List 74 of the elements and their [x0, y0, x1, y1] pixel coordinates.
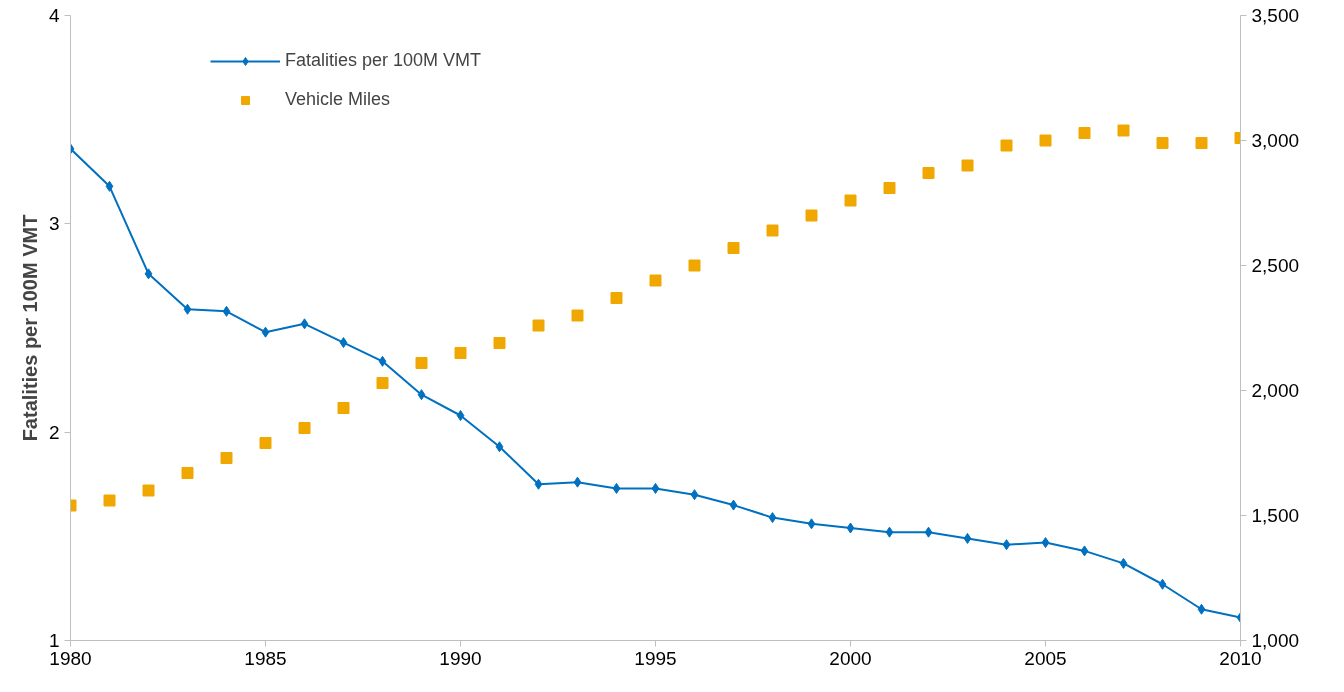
point [885, 526, 894, 538]
point [144, 268, 153, 280]
point [688, 259, 701, 272]
point [495, 441, 504, 453]
y2-tick-label: 3,000 [1251, 130, 1300, 151]
y-tick-label: 3 [48, 213, 60, 235]
point [103, 494, 116, 507]
point [805, 209, 818, 222]
point [924, 526, 933, 538]
point [729, 499, 738, 511]
point [337, 402, 350, 414]
point [220, 452, 233, 464]
point [493, 337, 506, 349]
point [727, 242, 740, 254]
point [534, 478, 543, 490]
y2-tick-label: 1,500 [1251, 505, 1300, 526]
point [571, 309, 584, 322]
point [1000, 139, 1013, 152]
point [181, 467, 194, 479]
point [1117, 124, 1130, 137]
point [142, 484, 155, 497]
point [1039, 134, 1052, 147]
legend-label: Vehicle Miles [285, 89, 391, 110]
x-tick-label: 2000 [829, 647, 872, 669]
x-tick-label: 1990 [439, 647, 482, 669]
y2-tick-label: 2,500 [1251, 255, 1300, 276]
point [766, 224, 779, 237]
y2-tick-label: 3,500 [1251, 5, 1300, 26]
point [105, 180, 114, 192]
y2-tick-label: 2,000 [1251, 380, 1300, 401]
point [261, 326, 270, 338]
point [183, 303, 192, 315]
point [922, 167, 935, 179]
point [1156, 137, 1169, 149]
point [376, 377, 389, 389]
x-tick-label: 1985 [244, 647, 287, 669]
point [259, 437, 272, 449]
point [690, 489, 699, 501]
point [456, 410, 465, 421]
x-tick-label: 2005 [1024, 647, 1067, 669]
y-tick-label: 4 [48, 5, 60, 26]
point [883, 182, 896, 194]
point [963, 532, 972, 544]
point [807, 518, 816, 530]
point [378, 355, 387, 367]
point [846, 522, 855, 534]
x-tick-label: 1995 [634, 647, 677, 669]
point [649, 274, 662, 287]
legend-label: Fatalities per 100M VMT [285, 50, 482, 71]
point [339, 337, 348, 349]
point [768, 512, 777, 524]
point [417, 389, 426, 401]
point [222, 305, 231, 317]
y-axis-title: Fatalities per 100M VMT [18, 214, 41, 442]
point [1197, 603, 1206, 615]
point [1119, 557, 1128, 569]
point [573, 476, 582, 488]
point [454, 347, 467, 359]
point [532, 319, 545, 332]
point [1002, 539, 1011, 551]
point [1158, 578, 1167, 590]
point [651, 482, 660, 494]
point [961, 159, 974, 172]
point [844, 194, 857, 207]
point [610, 292, 623, 304]
point [298, 422, 311, 434]
point [1041, 537, 1050, 549]
point [1078, 127, 1091, 139]
point [415, 357, 428, 369]
point [612, 482, 621, 494]
point [1195, 137, 1208, 149]
point [300, 318, 309, 330]
point [1080, 545, 1089, 557]
y-tick-label: 2 [48, 421, 60, 443]
